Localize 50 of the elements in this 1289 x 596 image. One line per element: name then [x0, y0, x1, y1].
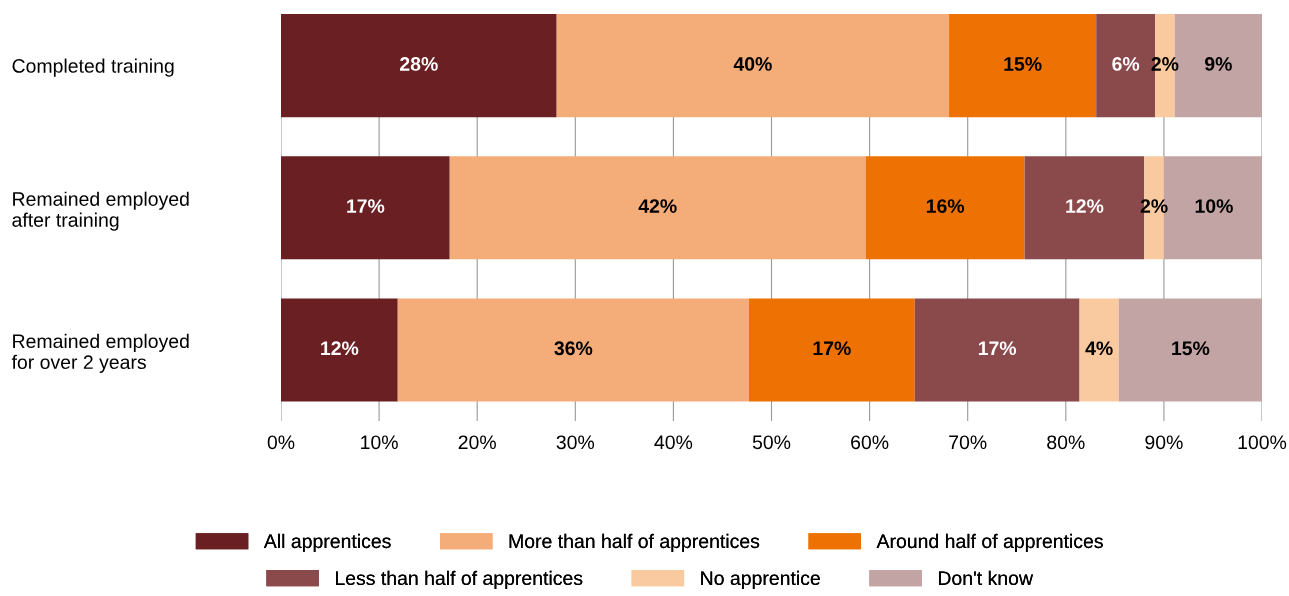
legend-label: Around half of apprentices [876, 533, 1103, 552]
x-tick-label: 80% [1047, 435, 1085, 450]
x-tick-label: 30% [556, 435, 595, 450]
data-label: 12% [1066, 199, 1104, 213]
data-label: 16% [926, 199, 965, 213]
data-label: 10% [1195, 199, 1233, 213]
data-label: 4% [1085, 341, 1113, 356]
x-tick-label: 10% [361, 435, 398, 450]
x-tick-label: 60% [851, 435, 889, 450]
data-label: 17% [813, 341, 851, 356]
x-tick-label: 20% [458, 435, 496, 450]
x-tick-label: 50% [752, 435, 791, 450]
data-label: 17% [978, 341, 1017, 356]
data-label: 2% [1151, 57, 1179, 71]
y-tick-label: Completed training [12, 58, 174, 77]
data-label: 6% [1112, 57, 1140, 71]
legend-label: No apprentice [701, 570, 820, 589]
x-tick-label: 100% [1238, 435, 1287, 450]
bar [281, 14, 557, 118]
data-label: 15% [1172, 341, 1210, 356]
legend-label: Don't know [938, 570, 1034, 586]
bar [281, 156, 450, 260]
bar [1079, 298, 1119, 402]
bar [397, 298, 749, 402]
data-label: 12% [321, 341, 359, 356]
data-label: 17% [347, 199, 385, 213]
legend-label: Less than half of apprentices [336, 570, 583, 589]
bar [1118, 298, 1262, 402]
data-label: 36% [554, 341, 593, 356]
bar [949, 14, 1097, 118]
x-tick-label: 90% [1145, 435, 1183, 450]
bar [914, 298, 1080, 402]
y-tick-label: Remained employed after training [12, 191, 189, 231]
x-tick-label: 40% [654, 435, 693, 450]
bar [281, 298, 398, 402]
bar [556, 14, 950, 118]
data-label: 2% [1140, 199, 1168, 213]
legend-label: All apprentices [263, 533, 391, 552]
data-label: 28% [400, 57, 438, 71]
bar [865, 156, 1025, 260]
bar [748, 298, 915, 402]
data-label: 40% [733, 57, 772, 71]
bar [449, 156, 866, 260]
data-label: 9% [1204, 57, 1232, 71]
data-label: 42% [638, 199, 677, 213]
x-tick-label: 0% [267, 435, 295, 450]
data-label: 15% [1004, 57, 1042, 71]
legend-label: More than half of apprentices [509, 533, 760, 552]
y-tick-label: Remained employed for over 2 years [11, 333, 189, 373]
x-tick-label: 70% [949, 435, 987, 450]
